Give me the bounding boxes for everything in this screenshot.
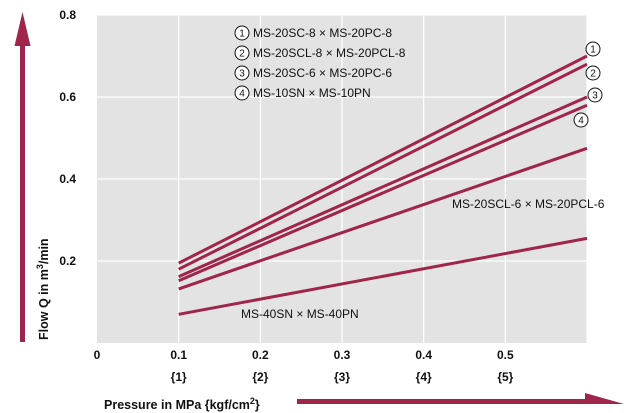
svg-text:4: 4 <box>578 116 584 127</box>
y-tick-label-3: 0.8 <box>59 8 76 22</box>
x-tick-label-1: 0.1 <box>170 348 187 362</box>
y-axis-arrow <box>14 12 31 342</box>
x-tick-label-5: 0.5 <box>497 348 514 362</box>
y-tick-label-1: 0.4 <box>59 172 76 186</box>
series-line-1 <box>178 54 588 265</box>
series-end-marker-3: 3 <box>587 87 603 103</box>
x-tick-sublabel-3: {3} <box>334 370 350 384</box>
series-end-marker-2: 2 <box>585 65 601 81</box>
x-tick-sublabel-2: {2} <box>252 370 268 384</box>
x-tick-sublabel-1: {1} <box>171 370 187 384</box>
x-tick-label-2: 0.2 <box>252 348 269 362</box>
x-tick-sublabel-5: {5} <box>497 370 513 384</box>
legend-number-1: 1 <box>239 29 245 40</box>
series-label-ms40sn: MS-40SN × MS-40PN <box>241 307 359 321</box>
y-axis: 0.2 0.4 0.6 0.8 <box>59 8 76 268</box>
x-axis-arrow <box>297 393 624 404</box>
series-line-5 <box>178 146 588 291</box>
series-line-2 <box>178 62 588 271</box>
series-line-6 <box>178 236 588 316</box>
legend-circle-4 <box>234 85 250 101</box>
series-line-3 <box>178 95 588 278</box>
series-end-marker-1: 1 <box>585 41 601 57</box>
series-line-4 <box>178 103 588 283</box>
legend-item-3: 3 MS-20SC-6 × MS-20PC-6 <box>234 65 392 81</box>
legend: 1 MS-20SC-8 × MS-20PC-8 2 MS-20SCL-8 × MS-2… <box>234 25 406 101</box>
legend-item-4: 4 MS-10SN × MS-10PN <box>234 85 371 101</box>
x-tick-label-4: 0.4 <box>415 348 432 362</box>
legend-text-3: MS-20SC-6 × MS-20PC-6 <box>253 66 392 80</box>
svg-text:1: 1 <box>590 45 596 56</box>
series-lines <box>178 54 588 316</box>
legend-number-2: 2 <box>239 49 245 60</box>
series-end-markers: 1 2 3 4 <box>573 41 603 128</box>
x-tick-sublabel-4: {4} <box>416 370 432 384</box>
series-end-marker-4: 4 <box>573 112 589 128</box>
legend-circle-3 <box>234 65 250 81</box>
x-tick-label-3: 0.3 <box>334 348 351 362</box>
legend-circle-1 <box>234 25 250 41</box>
x-axis: 0 0.1 {1} 0.2 {2} 0.3 {3} 0.4 {4} 0.5 {5} <box>94 348 514 384</box>
legend-number-4: 4 <box>239 89 245 100</box>
y-tick-label-0: 0.2 <box>59 254 76 268</box>
legend-number-3: 3 <box>239 69 245 80</box>
legend-text-2: MS-20SCL-8 × MS-20PCL-8 <box>253 46 406 60</box>
x-tick-label-0: 0 <box>94 348 101 362</box>
svg-text:3: 3 <box>592 91 598 102</box>
y-tick-label-2: 0.6 <box>59 90 76 104</box>
y-axis-title: Flow Q in m3/min <box>35 238 51 340</box>
svg-text:2: 2 <box>590 69 596 80</box>
legend-circle-2 <box>234 45 250 61</box>
legend-item-1: 1 MS-20SC-8 × MS-20PC-8 <box>234 25 392 41</box>
legend-item-2: 2 MS-20SCL-8 × MS-20PCL-8 <box>234 45 406 61</box>
legend-text-1: MS-20SC-8 × MS-20PC-8 <box>253 26 392 40</box>
series-label-ms20scl6: MS-20SCL-6 × MS-20PCL-6 <box>452 197 605 211</box>
legend-text-4: MS-10SN × MS-10PN <box>253 86 371 100</box>
x-axis-title: Pressure in MPa {kgf/cm2} <box>104 396 260 412</box>
